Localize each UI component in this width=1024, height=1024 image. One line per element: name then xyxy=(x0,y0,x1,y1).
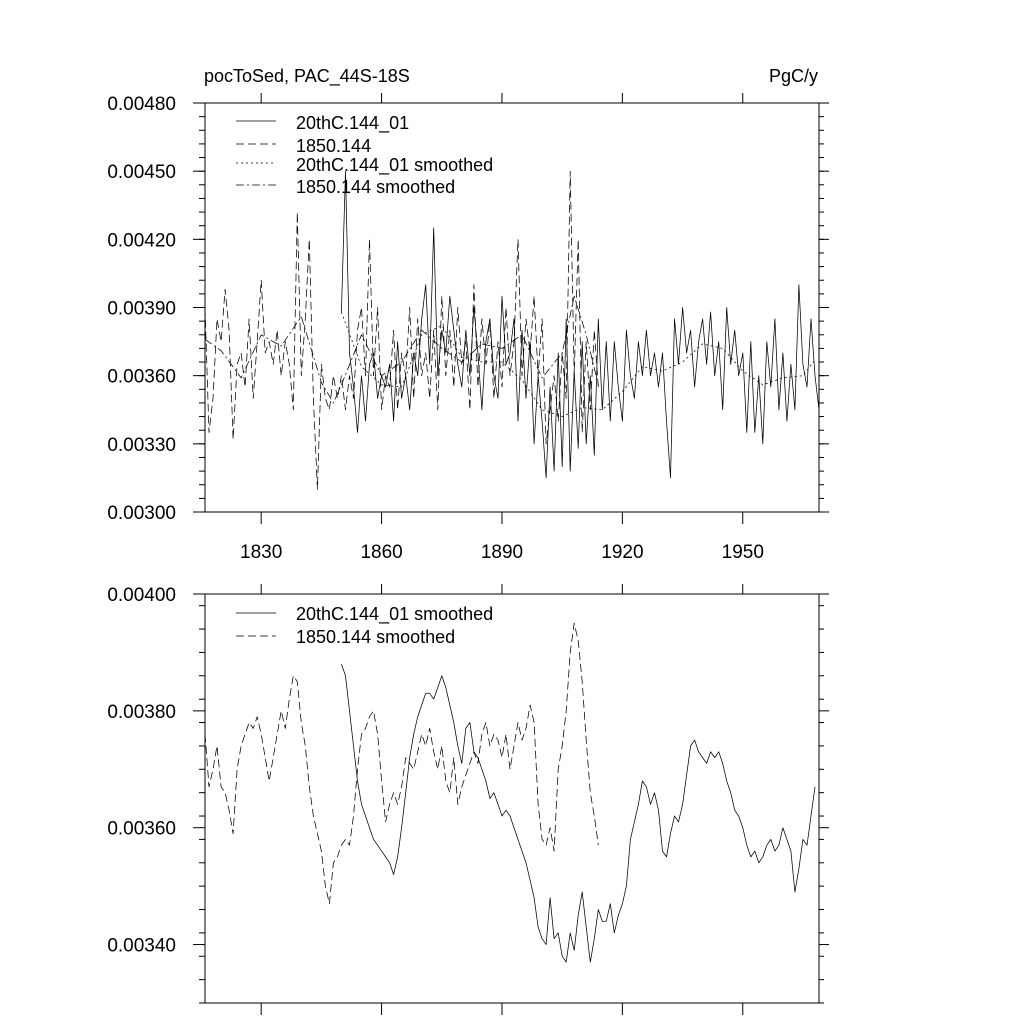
top-series-line-0 xyxy=(341,170,820,479)
bottom-plot-frame xyxy=(204,593,820,1004)
bottom-series-layer xyxy=(204,622,816,963)
top-series-line-2 xyxy=(341,311,816,417)
top-panel: pocToSed, PAC_44S-18S PgC/y 0.00300 0.00… xyxy=(107,66,829,563)
top-series-line-3 xyxy=(204,295,599,404)
top-y-tick-label-5: 0.00450 xyxy=(107,162,176,183)
top-chart-title: pocToSed, PAC_44S-18S xyxy=(204,66,410,87)
top-y-tick-label-6: 0.00480 xyxy=(107,94,176,115)
top-legend-label-3: 1850.144 smoothed xyxy=(296,177,455,197)
bottom-y-tick-label-0: 0.00340 xyxy=(107,936,176,957)
bottom-panel: 0.00340 0.00360 0.00380 0.00400 20thC.14… xyxy=(107,584,829,1015)
top-y-tick-labels: 0.00300 0.00330 0.00360 0.00390 0.00420 … xyxy=(107,94,176,524)
top-legend-label-1: 1850.144 xyxy=(296,136,371,156)
top-x-tick-label-4: 1950 xyxy=(722,542,764,563)
top-series-line-1 xyxy=(204,170,599,490)
top-chart-units: PgC/y xyxy=(769,66,818,86)
bottom-legend: 20thC.144_01 smoothed 1850.144 smoothed xyxy=(236,604,493,647)
bottom-series-line-1 xyxy=(204,622,599,905)
top-y-tick-label-3: 0.00390 xyxy=(107,299,176,320)
bottom-y-tick-label-1: 0.00360 xyxy=(107,819,176,840)
bottom-y-tick-label-2: 0.00380 xyxy=(107,702,176,723)
bottom-y-tick-labels: 0.00340 0.00360 0.00380 0.00400 xyxy=(107,585,176,957)
top-x-tick-label-0: 1830 xyxy=(240,542,282,563)
bottom-y-tick-label-3: 0.00400 xyxy=(107,585,176,606)
top-y-tick-label-0: 0.00300 xyxy=(107,503,176,524)
top-x-tick-labels: 1830 1860 1890 1920 1950 xyxy=(240,542,764,563)
top-x-tick-label-2: 1890 xyxy=(481,542,523,563)
top-legend-label-2: 20thC.144_01 smoothed xyxy=(296,155,493,176)
top-legend: 20thC.144_01 1850.144 20thC.144_01 smoot… xyxy=(236,113,493,197)
top-y-tick-label-4: 0.00420 xyxy=(107,230,176,251)
bottom-series-line-0 xyxy=(341,663,816,963)
top-series-layer xyxy=(204,170,820,490)
top-x-tick-label-3: 1920 xyxy=(601,542,643,563)
top-y-tick-label-1: 0.00330 xyxy=(107,435,176,456)
bottom-ticks-layer xyxy=(193,584,829,1015)
bottom-legend-label-1: 1850.144 smoothed xyxy=(296,627,455,647)
top-y-tick-label-2: 0.00360 xyxy=(107,367,176,388)
top-x-tick-label-1: 1860 xyxy=(360,542,402,563)
bottom-legend-label-0: 20thC.144_01 smoothed xyxy=(296,604,493,625)
top-legend-label-0: 20thC.144_01 xyxy=(296,113,409,134)
top-ticks-layer xyxy=(193,93,829,524)
